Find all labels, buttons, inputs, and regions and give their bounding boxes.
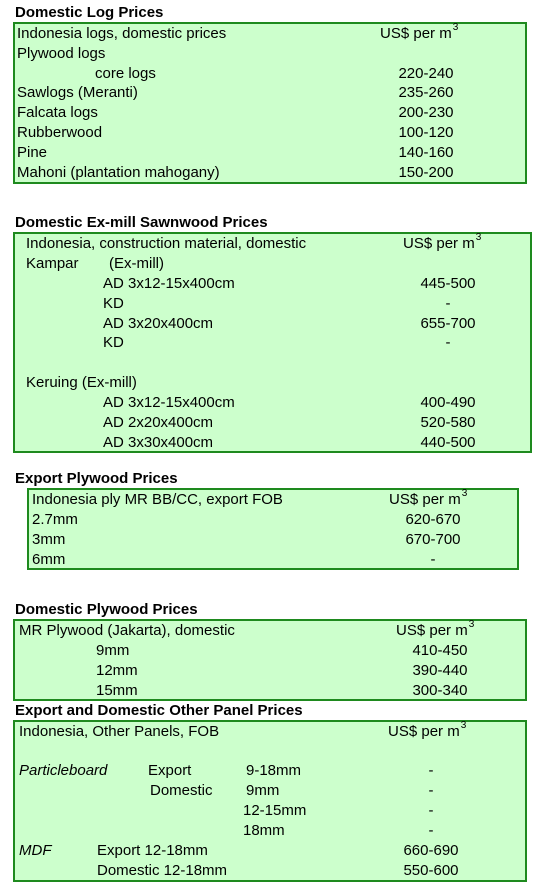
row-label: AD 3x30x400cm — [103, 434, 214, 451]
domestic-log-prices-table — [13, 22, 527, 184]
section-title-sawnwood-prices: Domestic Ex-mill Sawnwood Prices — [15, 214, 268, 231]
row-value: - — [428, 762, 434, 779]
unit-superscript: 3 — [452, 22, 459, 33]
row-value: 235-260 — [398, 84, 454, 101]
row-label: KD — [103, 334, 124, 351]
row-label: Plywood logs — [17, 45, 106, 62]
table-header-label: Indonesia logs, domestic prices — [17, 25, 227, 42]
export-plywood-prices-table — [27, 488, 519, 570]
row-label: 12mm — [96, 662, 138, 679]
size-label: 12-15mm — [243, 802, 307, 819]
row-label: core logs — [95, 65, 156, 82]
row-value: - — [428, 822, 434, 839]
unit-label: US$ per m3 — [388, 720, 467, 741]
row-value: 520-580 — [420, 414, 476, 431]
size-label: 9mm — [246, 782, 280, 799]
row-value: 670-700 — [405, 531, 461, 548]
market-label: Domestic — [150, 782, 213, 799]
row-value: 410-450 — [412, 642, 468, 659]
row-label: KD — [103, 295, 124, 312]
unit-superscript: 3 — [468, 619, 475, 630]
row-value: 550-600 — [403, 862, 459, 879]
row-value: 140-160 — [398, 144, 454, 161]
row-label: 6mm — [32, 551, 66, 568]
table-header-label: MR Plywood (Jakarta), domestic — [19, 622, 235, 639]
row-label: 9mm — [96, 642, 130, 659]
row-label: AD 3x20x400cm — [103, 315, 214, 332]
row-value: - — [445, 334, 451, 351]
unit-label: US$ per m3 — [389, 488, 468, 509]
row-value: - — [445, 295, 451, 312]
row-value: - — [430, 551, 436, 568]
unit-text: US$ per m — [389, 491, 461, 508]
table-header-label: Indonesia, Other Panels, FOB — [19, 723, 220, 740]
row-value: 620-670 — [405, 511, 461, 528]
row-value: 660-690 — [403, 842, 459, 859]
row-label: Domestic 12-18mm — [97, 862, 228, 879]
unit-text: US$ per m — [388, 723, 460, 740]
section-title-other-panel-prices: Export and Domestic Other Panel Prices — [15, 702, 303, 719]
row-label: Falcata logs — [17, 104, 98, 121]
unit-label: US$ per m3 — [380, 22, 459, 43]
row-label: Mahoni (plantation mahogany) — [17, 164, 220, 181]
row-label: AD 2x20x400cm — [103, 414, 214, 431]
size-label: 18mm — [243, 822, 285, 839]
row-value: 150-200 — [398, 164, 454, 181]
species-note-kampar: (Ex-mill) — [109, 255, 164, 272]
unit-superscript: 3 — [461, 488, 468, 499]
row-label: Pine — [17, 144, 48, 161]
row-label: Sawlogs (Meranti) — [17, 84, 138, 101]
row-label: 15mm — [96, 682, 138, 699]
other-panel-prices-table — [13, 720, 527, 882]
unit-label: US$ per m3 — [396, 619, 475, 640]
row-label: Export 12-18mm — [97, 842, 208, 859]
row-value: 220-240 — [398, 65, 454, 82]
unit-superscript: 3 — [460, 720, 467, 731]
row-value: 445-500 — [420, 275, 476, 292]
sawnwood-prices-table — [13, 232, 532, 453]
market-label: Export — [148, 762, 192, 779]
size-label: 9-18mm — [246, 762, 302, 779]
product-label-particleboard: Particleboard — [19, 762, 108, 779]
row-value: - — [428, 782, 434, 799]
table-header-label: Indonesia ply MR BB/CC, export FOB — [32, 491, 283, 508]
row-label: AD 3x12-15x400cm — [103, 275, 235, 292]
row-label: 2.7mm — [32, 511, 78, 528]
unit-superscript: 3 — [475, 232, 482, 243]
species-label-kampar: Kampar — [26, 255, 79, 272]
row-value: 400-490 — [420, 394, 476, 411]
species-label-keruing: Keruing (Ex-mill) — [26, 374, 137, 391]
product-label-mdf: MDF — [19, 842, 52, 859]
row-value: 200-230 — [398, 104, 454, 121]
row-value: 655-700 — [420, 315, 476, 332]
row-label: AD 3x12-15x400cm — [103, 394, 235, 411]
unit-text: US$ per m — [403, 235, 475, 252]
row-value: 440-500 — [420, 434, 476, 451]
row-value: 390-440 — [412, 662, 468, 679]
row-value: 100-120 — [398, 124, 454, 141]
row-label: Rubberwood — [17, 124, 103, 141]
unit-label: US$ per m3 — [403, 232, 482, 253]
section-title-domestic-plywood-prices: Domestic Plywood Prices — [15, 601, 198, 618]
section-title-export-plywood-prices: Export Plywood Prices — [15, 470, 178, 487]
row-value: - — [428, 802, 434, 819]
row-value: 300-340 — [412, 682, 468, 699]
row-label: 3mm — [32, 531, 66, 548]
unit-text: US$ per m — [380, 25, 452, 42]
table-header-label: Indonesia, construction material, domest… — [26, 235, 307, 252]
domestic-plywood-prices-table — [13, 619, 527, 701]
section-title-domestic-log-prices: Domestic Log Prices — [15, 4, 164, 21]
unit-text: US$ per m — [396, 622, 468, 639]
